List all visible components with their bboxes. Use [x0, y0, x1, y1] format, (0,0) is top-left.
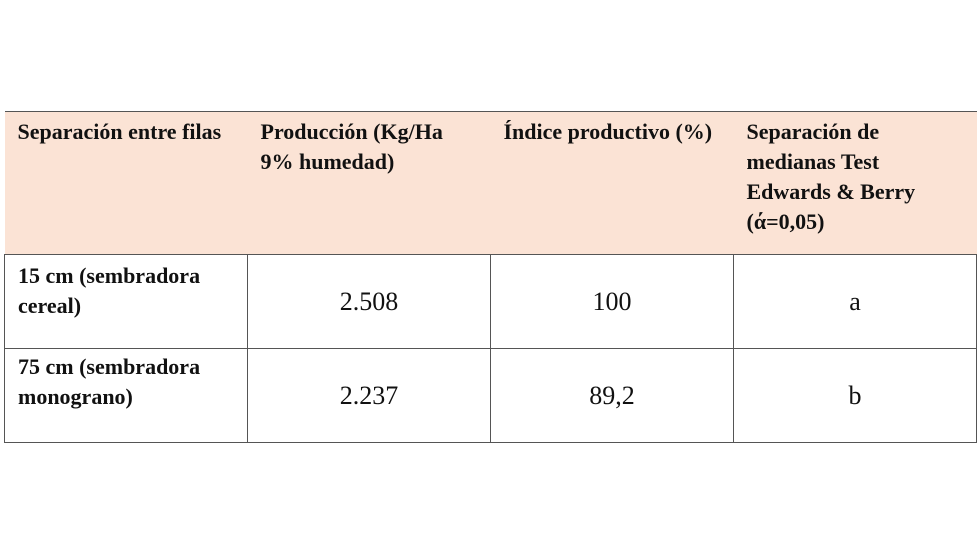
cell-indice: 89,2 — [490, 348, 734, 443]
cell-separacion: 15 cm (sembradora cereal) — [4, 254, 248, 349]
cell-produccion: 2.237 — [247, 348, 491, 443]
cell-grupo: a — [733, 254, 977, 349]
cell-grupo: b — [733, 348, 977, 443]
header-produccion: Producción (Kg/Ha 9% humedad) — [247, 111, 491, 255]
table-row: 15 cm (sembradora cereal) 2.508 100 a — [4, 254, 977, 349]
data-table: Separación entre filas Producción (Kg/Ha… — [4, 111, 977, 443]
cell-produccion: 2.508 — [247, 254, 491, 349]
header-separacion-medianas: Separación de medianas Test Edwards & Be… — [733, 111, 977, 255]
header-indice-productivo: Índice productivo (%) — [490, 111, 734, 255]
table-row: 75 cm (sembradora monograno) 2.237 89,2 … — [4, 348, 977, 443]
cell-indice: 100 — [490, 254, 734, 349]
table-header-row: Separación entre filas Producción (Kg/Ha… — [4, 111, 977, 255]
cell-separacion: 75 cm (sembradora monograno) — [4, 348, 248, 443]
header-separacion: Separación entre filas — [4, 111, 248, 255]
